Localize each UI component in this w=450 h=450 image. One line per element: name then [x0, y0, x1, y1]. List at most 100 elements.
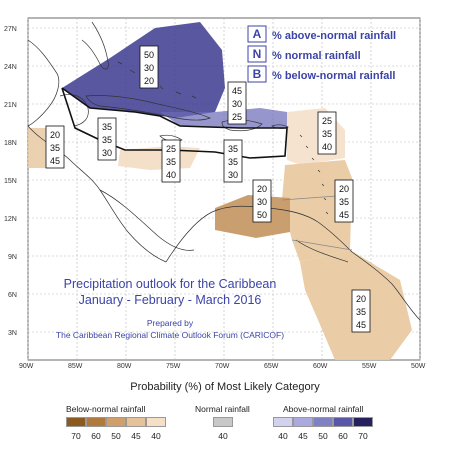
- swatch-below-45: [126, 417, 146, 427]
- swatch-above-50: [313, 417, 333, 427]
- prob-box-belize: 20 35 45: [45, 125, 65, 169]
- key-text: % normal rainfall: [272, 50, 361, 62]
- prob-value: 20: [356, 294, 366, 304]
- key-code: B: [253, 67, 262, 81]
- swatch-above-60: [333, 417, 353, 427]
- prob-box-hispaniola: 35 35 30: [223, 139, 243, 183]
- prob-value: 25: [232, 112, 242, 122]
- legend-value: 40: [151, 431, 161, 441]
- legend-value: 60: [91, 431, 101, 441]
- prob-value: 30: [102, 148, 112, 158]
- above-normal-values: 40 45 50 60 70: [273, 431, 373, 441]
- lat-label: 27N: [4, 26, 17, 33]
- swatch-above-40: [273, 417, 293, 427]
- prob-box-jamaica: 25 35 40: [161, 139, 181, 183]
- prob-value: 45: [50, 156, 60, 166]
- prob-value: 30: [228, 170, 238, 180]
- lon-label: 70W: [215, 363, 230, 370]
- prob-box-leeward-islands: 25 35 40: [317, 111, 337, 155]
- lat-label: 12N: [4, 216, 17, 223]
- prob-value: 25: [322, 116, 332, 126]
- swatch-below-50: [106, 417, 126, 427]
- below-normal-values: 70 60 50 45 40: [66, 431, 166, 441]
- legend-value: 40: [278, 431, 288, 441]
- legend-value: 70: [71, 431, 81, 441]
- prob-value: 25: [166, 144, 176, 154]
- title-line2: January - February - March 2016: [79, 293, 262, 307]
- forum-name: The Caribbean Regional Climate Outlook F…: [56, 330, 284, 340]
- legend-value: 50: [111, 431, 121, 441]
- prob-value: 20: [144, 76, 154, 86]
- below-normal-swatches: [66, 417, 166, 427]
- swatch-below-60: [86, 417, 106, 427]
- prob-value: 50: [144, 50, 154, 60]
- map-title: Precipitation outlook for the Caribbean …: [56, 277, 284, 340]
- prob-value: 35: [228, 144, 238, 154]
- lon-label: 75W: [166, 363, 181, 370]
- lat-label: 3N: [8, 330, 17, 337]
- prob-value: 20: [257, 184, 267, 194]
- prob-value: 30: [257, 197, 267, 207]
- prob-value: 50: [257, 210, 267, 220]
- key-code: A: [253, 27, 262, 41]
- title-line1: Precipitation outlook for the Caribbean: [64, 277, 277, 291]
- lat-label: 18N: [4, 140, 17, 147]
- legend-value: 70: [358, 431, 368, 441]
- lat-label: 21N: [4, 102, 17, 109]
- lat-label: 15N: [4, 178, 17, 185]
- prob-value: 45: [356, 320, 366, 330]
- prob-box-guianas: 20 35 45: [351, 289, 371, 333]
- lon-label: 90W: [19, 363, 34, 370]
- axis-labels: 27N 24N 21N 18N 15N 12N 9N 6N 3N 90W 85W…: [4, 26, 426, 370]
- lon-label: 60W: [313, 363, 328, 370]
- lon-label: 65W: [264, 363, 279, 370]
- swatch-below-40: [146, 417, 166, 427]
- below-normal-title: Below-normal rainfall: [66, 404, 146, 414]
- legend-value: 40: [218, 431, 228, 441]
- lon-label: 80W: [117, 363, 132, 370]
- region-greater-antilles-east: [160, 108, 287, 128]
- probability-boxes: 50 30 20 45 30 25 35 35 30 20 35 45 25 3…: [45, 45, 371, 333]
- legend-heading: Probability (%) of Most Likely Category: [130, 381, 320, 393]
- key-text: % above-normal rainfall: [272, 30, 396, 42]
- prob-box-greater-antilles-east: 45 30 25: [227, 81, 247, 125]
- prob-value: 35: [339, 197, 349, 207]
- above-normal-swatches: [273, 417, 373, 427]
- region-windward: [282, 160, 352, 262]
- prob-value: 35: [102, 122, 112, 132]
- prob-value: 35: [50, 143, 60, 153]
- prob-value: 35: [102, 135, 112, 145]
- prob-value: 45: [339, 210, 349, 220]
- prob-value: 30: [232, 99, 242, 109]
- swatch-above-45: [293, 417, 313, 427]
- prob-value: 35: [356, 307, 366, 317]
- prob-box-cuba-central: 35 35 30: [97, 117, 117, 161]
- normal-swatches: [213, 417, 233, 427]
- prob-value: 20: [339, 184, 349, 194]
- lat-label: 24N: [4, 64, 17, 71]
- legend-value: 45: [131, 431, 141, 441]
- swatch-above-70: [353, 417, 373, 427]
- prob-value: 30: [144, 63, 154, 73]
- normal-title: Normal rainfall: [195, 404, 250, 414]
- lat-label: 6N: [8, 292, 17, 299]
- prob-box-abc-islands: 20 30 50: [252, 179, 272, 223]
- swatch-below-70: [66, 417, 86, 427]
- prob-value: 35: [228, 157, 238, 167]
- legend-value: 45: [298, 431, 308, 441]
- prob-value: 35: [166, 157, 176, 167]
- prob-box-bahamas: 50 30 20: [139, 45, 159, 89]
- prob-value: 45: [232, 86, 242, 96]
- lat-label: 9N: [8, 254, 17, 261]
- lon-label: 55W: [362, 363, 377, 370]
- prepared-by: Prepared by: [147, 318, 194, 328]
- key-code: N: [253, 47, 262, 61]
- above-normal-title: Above-normal rainfall: [283, 404, 364, 414]
- prob-value: 40: [322, 142, 332, 152]
- legend-value: 60: [338, 431, 348, 441]
- category-key: A % above-normal rainfall N % normal rai…: [247, 25, 396, 83]
- lon-label: 50W: [411, 363, 426, 370]
- lon-label: 85W: [68, 363, 83, 370]
- prob-value: 20: [50, 130, 60, 140]
- normal-values: 40: [213, 431, 233, 441]
